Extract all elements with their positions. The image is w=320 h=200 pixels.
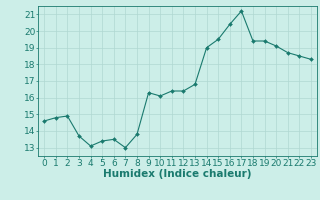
X-axis label: Humidex (Indice chaleur): Humidex (Indice chaleur) [103,169,252,179]
